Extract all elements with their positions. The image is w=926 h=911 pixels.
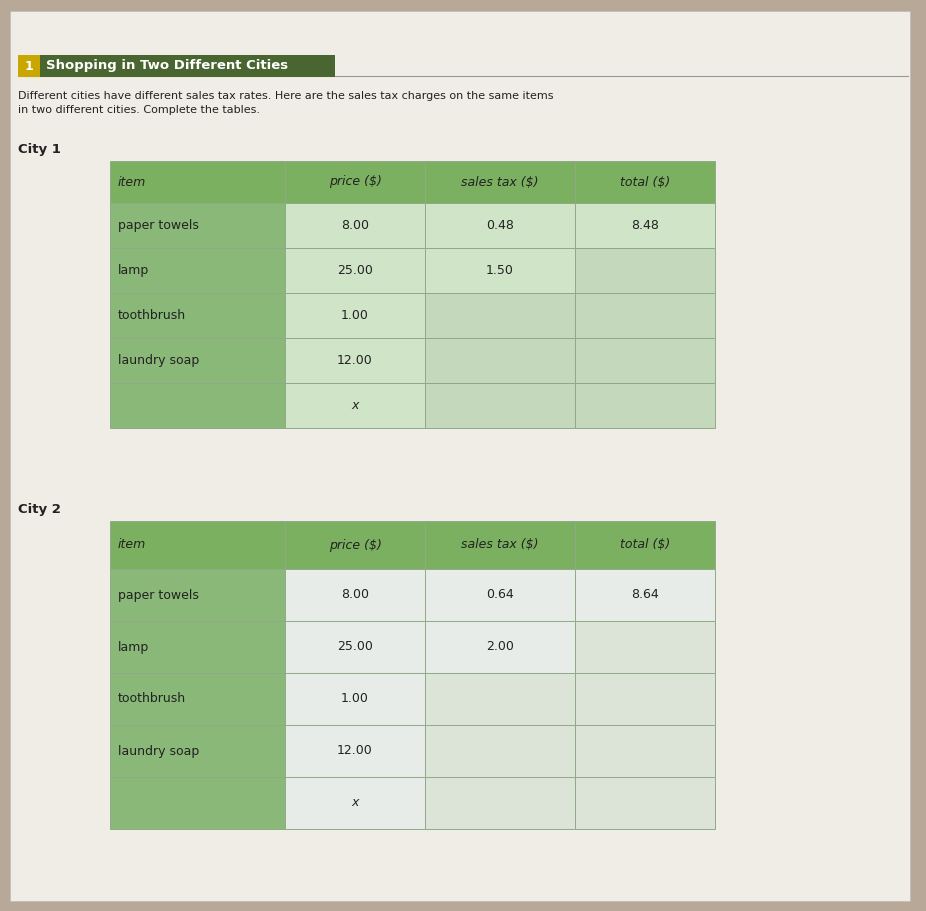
Text: item: item — [118, 538, 146, 551]
Text: 8.64: 8.64 — [632, 589, 659, 601]
Text: total ($): total ($) — [619, 176, 670, 189]
Bar — [285, 725, 425, 777]
Bar — [18, 55, 40, 77]
Text: sales tax ($): sales tax ($) — [461, 176, 539, 189]
Text: lamp: lamp — [118, 640, 149, 653]
Bar — [110, 725, 285, 777]
Text: lamp: lamp — [118, 264, 149, 277]
Bar — [285, 248, 425, 293]
Text: 0.48: 0.48 — [486, 219, 514, 232]
Text: 12.00: 12.00 — [337, 744, 373, 758]
Bar — [285, 521, 425, 569]
Bar — [285, 203, 425, 248]
Bar — [575, 777, 715, 829]
Text: City 2: City 2 — [18, 503, 61, 516]
Text: paper towels: paper towels — [118, 589, 199, 601]
Text: 8.48: 8.48 — [631, 219, 659, 232]
Bar — [575, 383, 715, 428]
Bar — [285, 777, 425, 829]
Bar — [110, 293, 285, 338]
Bar — [285, 569, 425, 621]
Bar — [575, 203, 715, 248]
Bar — [285, 673, 425, 725]
Bar — [425, 161, 575, 203]
Bar — [575, 673, 715, 725]
Bar — [285, 621, 425, 673]
Bar — [110, 203, 285, 248]
Text: 25.00: 25.00 — [337, 264, 373, 277]
Text: 1.50: 1.50 — [486, 264, 514, 277]
Bar — [575, 725, 715, 777]
Text: price ($): price ($) — [329, 538, 382, 551]
Text: 12.00: 12.00 — [337, 354, 373, 367]
Bar — [425, 293, 575, 338]
Text: x: x — [351, 796, 358, 810]
Text: toothbrush: toothbrush — [118, 309, 186, 322]
Text: Different cities have different sales tax rates. Here are the sales tax charges : Different cities have different sales ta… — [18, 91, 554, 101]
Bar — [575, 569, 715, 621]
Bar — [425, 621, 575, 673]
Bar — [575, 621, 715, 673]
Bar — [110, 621, 285, 673]
Bar — [575, 338, 715, 383]
Text: x: x — [351, 399, 358, 412]
Bar — [110, 521, 285, 569]
Text: 25.00: 25.00 — [337, 640, 373, 653]
Text: 0.64: 0.64 — [486, 589, 514, 601]
Bar — [575, 293, 715, 338]
Bar — [425, 569, 575, 621]
Bar — [285, 338, 425, 383]
Bar — [110, 383, 285, 428]
Text: price ($): price ($) — [329, 176, 382, 189]
Bar — [575, 521, 715, 569]
Text: laundry soap: laundry soap — [118, 354, 199, 367]
Bar — [110, 673, 285, 725]
Bar — [425, 338, 575, 383]
Bar — [575, 161, 715, 203]
Bar — [425, 383, 575, 428]
Text: 1.00: 1.00 — [341, 309, 369, 322]
Text: laundry soap: laundry soap — [118, 744, 199, 758]
Bar — [425, 203, 575, 248]
Text: total ($): total ($) — [619, 538, 670, 551]
Bar — [110, 161, 285, 203]
Bar — [425, 248, 575, 293]
Text: Shopping in Two Different Cities: Shopping in Two Different Cities — [46, 59, 288, 73]
Bar — [425, 673, 575, 725]
Bar — [110, 248, 285, 293]
Text: 8.00: 8.00 — [341, 589, 369, 601]
Text: City 1: City 1 — [18, 143, 61, 156]
Bar — [110, 777, 285, 829]
Bar — [110, 569, 285, 621]
Bar — [425, 725, 575, 777]
Text: sales tax ($): sales tax ($) — [461, 538, 539, 551]
Text: 1.00: 1.00 — [341, 692, 369, 705]
Bar — [285, 293, 425, 338]
Bar — [40, 55, 335, 77]
Bar — [575, 248, 715, 293]
Text: 1: 1 — [25, 59, 33, 73]
Text: item: item — [118, 176, 146, 189]
Bar — [110, 338, 285, 383]
Bar — [425, 521, 575, 569]
Text: 8.00: 8.00 — [341, 219, 369, 232]
Text: toothbrush: toothbrush — [118, 692, 186, 705]
Text: in two different cities. Complete the tables.: in two different cities. Complete the ta… — [18, 105, 260, 115]
Bar — [285, 161, 425, 203]
Text: paper towels: paper towels — [118, 219, 199, 232]
Text: 2.00: 2.00 — [486, 640, 514, 653]
Bar — [425, 777, 575, 829]
Bar — [285, 383, 425, 428]
